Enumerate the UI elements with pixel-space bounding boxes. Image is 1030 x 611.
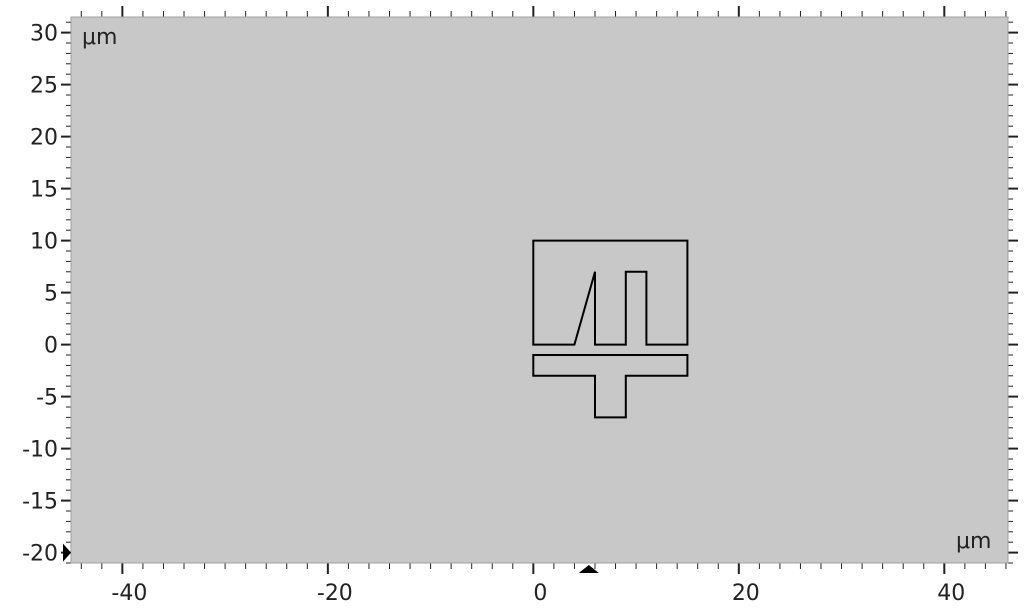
upper-comb-shape[interactable]	[532, 239, 689, 346]
y-tick-label: 5	[44, 282, 58, 307]
y-tick-label: -15	[22, 490, 58, 515]
y-tick-labels: 30 25 20 15 10 5 0 -5 -10 -15 -20	[22, 22, 58, 567]
x-tick-labels: -40 -20 0 20 40	[111, 581, 965, 606]
geometry-shapes	[532, 239, 689, 419]
geometry-canvas[interactable]	[70, 16, 1009, 564]
y-tick-label: 25	[30, 74, 58, 99]
y-tick-label: -20	[22, 542, 58, 567]
lower-t-shape[interactable]	[532, 354, 689, 419]
y-tick-label: 30	[30, 22, 58, 47]
x-tick-label: 40	[937, 581, 965, 606]
y-tick-label: -5	[36, 386, 58, 411]
y-tick-label: 0	[44, 334, 58, 359]
tick-marks	[61, 6, 1018, 574]
x-tick-label: 0	[533, 581, 547, 606]
y-tick-label: 10	[30, 230, 58, 255]
x-axis-marker-icon	[578, 565, 599, 573]
y-axis-marker-icon	[63, 543, 71, 562]
y-tick-label: 20	[30, 126, 58, 151]
y-tick-label: 15	[30, 178, 58, 203]
x-tick-label: -40	[111, 581, 147, 606]
x-tick-label: 20	[732, 581, 760, 606]
x-tick-label: -20	[317, 581, 353, 606]
x-unit-label: μm	[956, 529, 991, 554]
y-tick-label: -10	[22, 438, 58, 463]
y-unit-label: μm	[82, 25, 117, 50]
